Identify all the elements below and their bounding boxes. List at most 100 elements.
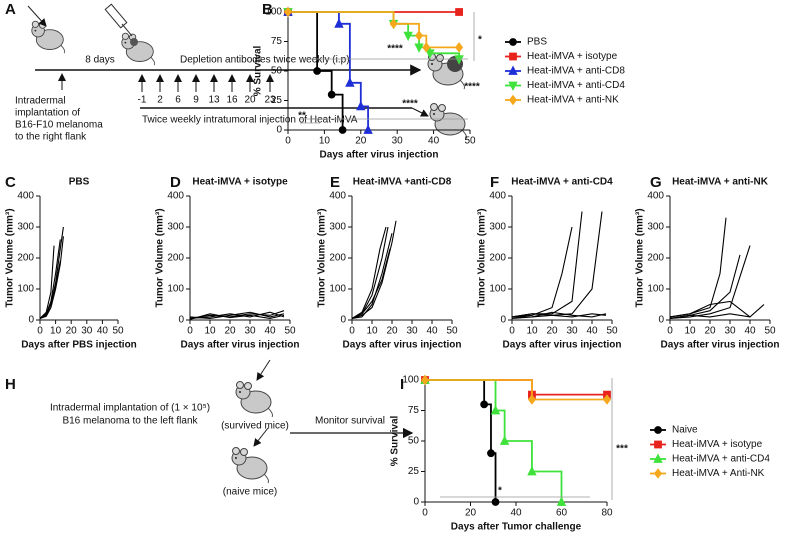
series-line	[39, 236, 64, 319]
y-tick-label: 300	[647, 222, 664, 233]
x-tick-label: 30	[406, 326, 418, 337]
y-tick-label: 25	[408, 466, 420, 477]
legend-marker	[653, 468, 663, 479]
data-point	[602, 394, 612, 405]
legend-marker	[509, 38, 517, 46]
y-tick-label: 300	[17, 222, 34, 233]
implant-text: Intradermal	[15, 96, 66, 107]
panel-letter: B	[262, 1, 273, 18]
x-tick-label: 20	[704, 326, 716, 337]
y-tick-label: 100	[265, 7, 282, 18]
y-tick-label: 300	[489, 222, 506, 233]
series-line	[189, 311, 285, 320]
needle-arrow	[253, 427, 269, 447]
y-axis-label: Tumor Volume (mm³)	[477, 208, 488, 307]
x-tick-label: 0	[349, 326, 355, 337]
y-tick-label: 0	[178, 315, 184, 326]
y-tick-label: 400	[489, 191, 506, 202]
x-tick-label: 0	[187, 326, 193, 337]
data-point	[527, 465, 537, 476]
mouse	[121, 32, 156, 66]
legend-label: Heat-iMVA + anti-CD4	[527, 80, 625, 91]
legend-label: Heat-iMVA + isotype	[527, 51, 618, 62]
series-line	[512, 211, 603, 318]
mouse	[231, 447, 269, 484]
panel-letter: H	[5, 376, 16, 393]
x-tick-label: 0	[509, 326, 515, 337]
x-tick-label: 50	[284, 326, 296, 337]
x-axis-label: Days after virus injection	[503, 340, 622, 351]
data-point	[420, 374, 430, 386]
x-tick-label: 40	[428, 136, 440, 147]
data-point	[313, 67, 322, 75]
x-tick-label: 10	[204, 326, 216, 337]
panel-letter: E	[330, 174, 340, 191]
y-axis-label: Tumor Volume (mm³)	[5, 208, 16, 307]
x-axis-label: Days after virus injection	[181, 340, 300, 351]
panel-letter: I	[400, 376, 404, 393]
significance: ***	[616, 444, 628, 455]
x-tick-label: 20	[546, 326, 558, 337]
y-tick-label: 100	[489, 284, 506, 295]
data-point	[334, 18, 344, 28]
x-axis-label: Days after virus injection	[320, 150, 439, 161]
y-tick-label: 200	[329, 253, 346, 264]
legend-label: Heat-iMVA + Anti-NK	[672, 468, 765, 479]
legend-marker	[653, 453, 663, 463]
series-line	[425, 379, 563, 502]
syringe	[104, 3, 138, 46]
y-axis-label: Tumor Volume (mm³)	[317, 208, 328, 307]
data-point	[455, 8, 463, 16]
y-tick-label: 400	[167, 191, 184, 202]
y-tick-label: 0	[340, 315, 346, 326]
y-tick-label: 0	[276, 125, 282, 136]
significance: ****	[464, 82, 480, 93]
legend-label: Heat-iMVA + anti-NK	[527, 95, 619, 106]
x-axis-label: Days after Tumor challenge	[451, 522, 582, 533]
day-label: 2	[157, 95, 163, 106]
series-line	[425, 379, 497, 502]
x-tick-label: 40	[426, 326, 438, 337]
data-point	[499, 435, 510, 445]
series-line	[39, 260, 61, 319]
mouse	[31, 20, 66, 54]
x-tick-label: 40	[586, 326, 598, 337]
y-tick-label: 100	[647, 284, 664, 295]
y-tick-label: 0	[413, 497, 419, 508]
survived-label: (survived mice)	[221, 421, 289, 432]
y-tick-label: 75	[271, 36, 283, 47]
y-tick-label: 0	[500, 315, 506, 326]
legend-marker	[509, 52, 517, 61]
y-tick-label: 200	[17, 253, 34, 264]
mouse	[429, 103, 467, 140]
needle-arrow	[27, 5, 47, 27]
legend-marker	[654, 440, 662, 449]
series-line	[669, 245, 751, 319]
legend-label: Naive	[672, 425, 698, 436]
chart-title: PBS	[69, 177, 90, 188]
series-line	[669, 300, 751, 318]
series-line	[669, 217, 727, 318]
series-line	[351, 233, 393, 319]
day-label: 13	[208, 95, 220, 106]
x-tick-label: 60	[556, 508, 568, 519]
y-tick-label: 200	[647, 253, 664, 264]
implant-text: Intradermal implantation of (1 × 10⁵)	[50, 403, 210, 414]
naive-label: (naive mice)	[223, 487, 277, 498]
chart-title: Heat-iMVA + isotype	[192, 177, 288, 188]
x-tick-label: 10	[526, 326, 538, 337]
x-tick-label: 30	[244, 326, 256, 337]
day-label: 6	[175, 95, 181, 106]
y-tick-label: 400	[17, 191, 34, 202]
day-label: 23	[264, 95, 276, 106]
x-tick-label: 0	[667, 326, 673, 337]
significance: *	[478, 35, 482, 46]
legend-label: Heat-iMVA + isotype	[672, 439, 763, 450]
implant-text: implantation of	[15, 108, 80, 119]
panel-letter: D	[170, 174, 181, 191]
x-tick-label: 0	[37, 326, 43, 337]
data-point	[556, 496, 567, 506]
legend-label: Heat-iMVA + anti-CD4	[672, 454, 770, 465]
data-point	[345, 77, 355, 87]
series-line	[425, 379, 607, 401]
